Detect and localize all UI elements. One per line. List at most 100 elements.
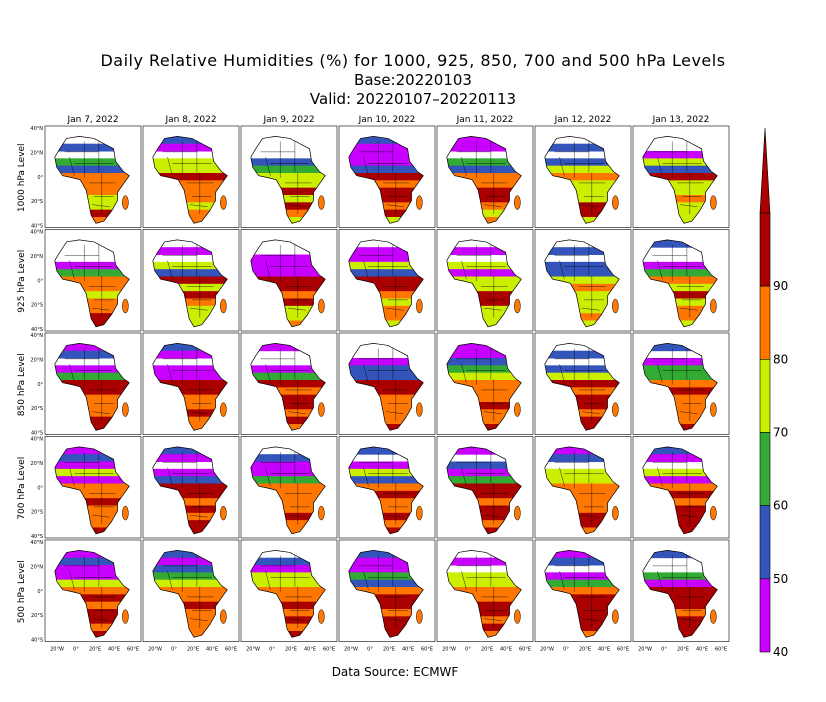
map-title: Daily Relative Humidities (%) for 1000, … [100,51,726,70]
lon-tick-label: 20°E [383,647,395,653]
lon-tick-label: 20°E [579,647,591,653]
map-panel [338,436,436,539]
lon-tick-label: 60°E [323,647,335,653]
colorbar-segment [759,359,771,433]
lat-tick-label: 20°S [31,406,43,412]
level-label: 500 hPa Level [17,560,27,623]
lat-tick-label: 0° [37,175,43,181]
lon-tick-label: 20°W [442,647,456,653]
map-panel [436,539,534,642]
lon-tick-label: 0° [171,647,177,653]
lat-tick-label: 0° [37,485,43,491]
lat-tick-label: 40°N [30,333,43,339]
lon-tick-label: 40°E [108,647,120,653]
lon-tick-label: 0° [661,647,667,653]
map-panel [44,539,142,642]
lon-tick-label: 0° [73,647,79,653]
lon-tick-label: 20°W [638,647,652,653]
lat-tick-label: 40°S [31,638,43,644]
map-panel [240,332,338,435]
map-panel [436,332,534,435]
map-panel [534,332,632,435]
map-panel [632,229,730,332]
colorbar-segment [759,505,771,580]
lat-tick-label: 20°N [30,150,43,156]
panel-date-label: Jan 13, 2022 [652,115,710,125]
lat-tick-label: 20°S [31,510,43,516]
lon-tick-label: 40°E [500,647,512,653]
colorbar-tick-label: 70 [773,426,788,440]
lat-tick-label: 40°N [30,230,43,236]
lon-tick-label: 20°W [148,647,162,653]
lon-tick-label: 20°W [246,647,260,653]
map-panel [240,539,338,642]
colorbar-tick-label: 80 [773,352,788,366]
lon-tick-label: 20°E [481,647,493,653]
map-panel [44,229,142,332]
lat-tick-label: 20°S [31,613,43,619]
map-panel [44,436,142,539]
map-panel [436,125,534,228]
level-label: 700 hPa Level [17,457,27,520]
level-label: 925 hPa Level [17,250,27,313]
base-date: Base:20220103 [354,71,472,89]
map-panel [338,229,436,332]
lon-tick-label: 0° [563,647,569,653]
colorbar-tick-label: 60 [773,499,788,513]
colorbar-tick-label: 50 [773,572,788,586]
map-panel [436,229,534,332]
lon-tick-label: 40°E [402,647,414,653]
panel-date-label: Jan 11, 2022 [456,115,514,125]
lat-tick-label: 40°S [31,431,43,437]
lat-tick-label: 20°N [30,357,43,363]
lat-tick-label: 20°S [31,199,43,205]
lon-tick-label: 20°E [677,647,689,653]
lon-tick-label: 20°W [50,647,64,653]
data-source: Data Source: ECMWF [331,665,459,679]
map-panel [632,539,730,642]
valid-range: Valid: 20220107–20220113 [309,90,517,108]
lon-tick-label: 20°E [187,647,199,653]
lat-tick-label: 20°N [30,564,43,570]
map-panel [240,436,338,539]
lat-tick-label: 0° [37,382,43,388]
colorbar-segment [759,578,771,653]
lon-tick-label: 40°E [696,647,708,653]
map-panel [240,229,338,332]
lon-tick-label: 60°E [519,647,531,653]
colorbar-overflow-arrow [759,127,771,214]
map-panel [632,125,730,228]
lon-tick-label: 40°E [598,647,610,653]
lat-tick-label: 40°N [30,126,43,132]
map-panel [44,125,142,228]
panel-date-label: Jan 12, 2022 [554,115,612,125]
lat-tick-label: 20°N [30,254,43,260]
lon-tick-label: 60°E [225,647,237,653]
lat-tick-label: 0° [37,589,43,595]
map-panel [534,229,632,332]
lon-tick-label: 20°E [285,647,297,653]
lon-tick-label: 60°E [715,647,727,653]
lat-tick-label: 0° [37,278,43,284]
lon-tick-label: 20°W [540,647,554,653]
lon-tick-label: 0° [367,647,373,653]
colorbar-segment [759,212,771,287]
lon-tick-label: 40°E [206,647,218,653]
map-panel [632,436,730,539]
lon-tick-label: 60°E [421,647,433,653]
lon-tick-label: 0° [269,647,275,653]
colorbar-tick-label: 90 [773,279,788,293]
lon-tick-label: 20°E [89,647,101,653]
panel-date-label: Jan 7, 2022 [66,115,118,125]
lat-tick-label: 40°N [30,437,43,443]
colorbar-segment [759,285,771,360]
map-panel [338,125,436,228]
lat-tick-label: 40°S [31,224,43,230]
map-panel [44,332,142,435]
map-panel [142,436,240,539]
lat-tick-label: 20°S [31,303,43,309]
map-panel [142,539,240,642]
map-panel [338,332,436,435]
